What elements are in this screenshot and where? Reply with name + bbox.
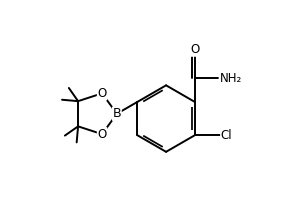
Text: O: O <box>98 87 107 100</box>
Text: B: B <box>112 107 121 120</box>
Text: Cl: Cl <box>221 129 232 142</box>
Text: NH₂: NH₂ <box>220 72 242 85</box>
Text: O: O <box>190 43 200 56</box>
Text: O: O <box>98 128 107 141</box>
